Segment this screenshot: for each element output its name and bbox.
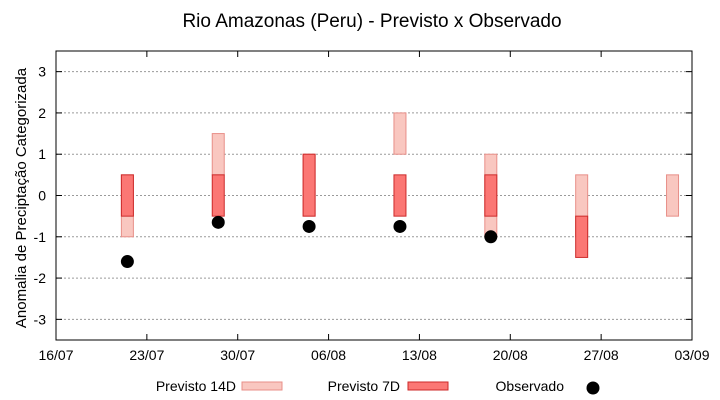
legend-swatch [241,381,283,391]
y-tick-label: 2 [38,105,46,121]
bar-previsto-7d [302,153,316,217]
bar-previsto-7d [484,174,498,217]
legend-label: Previsto 14D [156,378,236,394]
point-observado [393,219,407,233]
bar-previsto-7d [575,215,589,258]
legend: Previsto 14D Previsto 7D Observado [156,378,600,395]
x-tick-label: 20/08 [493,347,528,363]
bar-previsto-14d [666,174,680,217]
x-tick-label: 03/09 [674,347,709,363]
x-tick-label: 27/08 [584,347,619,363]
legend-label: Previsto 7D [328,378,400,394]
point-observado [211,215,225,229]
y-tick-label: -3 [34,311,47,327]
y-tick-label: 1 [38,146,46,162]
x-tick-label: 13/08 [402,347,437,363]
x-tick-label: 06/08 [311,347,346,363]
grid-layer [56,71,692,320]
x-tick-label: 30/07 [220,347,255,363]
y-tick-label: -2 [34,270,47,286]
bar-previsto-7d [120,174,134,217]
point-observado [302,219,316,233]
bar-previsto-7d [211,174,225,217]
point-observado [120,255,134,269]
bar-previsto-14d [211,133,225,176]
bar-previsto-14d [393,112,407,155]
y-tick-label: 0 [38,188,46,204]
y-axis-label: Anomalia de Preciptação Categorizada [13,67,30,328]
legend-swatch [407,381,449,391]
x-tick-label: 16/07 [38,347,73,363]
y-tick-label: 3 [38,64,46,80]
legend-swatch [586,381,600,395]
point-observado [484,230,498,244]
bar-previsto-7d [393,174,407,217]
legend-label: Observado [496,378,565,394]
axis-layer: 3 2 1 0 -1 -2 -3 16/07 23/07 30/07 06/08 13/08 20/08… [34,51,710,363]
chart-title: Rio Amazonas (Peru) - Previsto x Observa… [182,11,561,32]
series-layer [120,112,680,269]
y-tick-label: -1 [34,229,47,245]
x-tick-label: 23/07 [129,347,164,363]
